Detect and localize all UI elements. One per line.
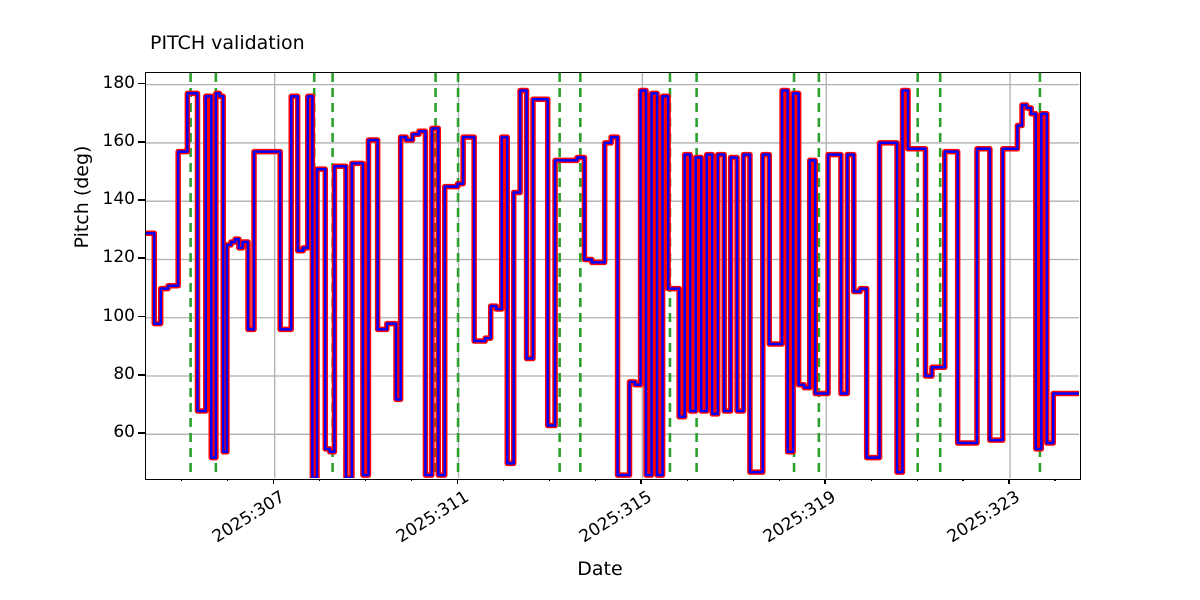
- y-tick-label: 140: [102, 189, 135, 210]
- x-tick-label: 2025:307: [208, 487, 289, 548]
- y-tick-label: 60: [113, 422, 135, 443]
- y-tick-mark: [138, 199, 145, 201]
- y-tick-mark: [138, 140, 145, 143]
- x-tick-mark-major: [456, 477, 459, 484]
- plot-area[interactable]: [145, 72, 1081, 480]
- x-tick-label: 2025:311: [392, 487, 473, 548]
- plot-svg: [146, 73, 1079, 478]
- x-tick-mark-major: [824, 477, 826, 484]
- y-tick-label: 100: [102, 305, 135, 326]
- y-tick-mark: [138, 315, 145, 318]
- y-tick-label: 80: [113, 364, 135, 385]
- chart-title: PITCH validation: [150, 32, 305, 54]
- y-tick-mark: [138, 374, 145, 376]
- y-tick-label: 180: [102, 72, 135, 93]
- y-tick-mark: [138, 257, 145, 260]
- y-tick-label: 120: [102, 247, 135, 268]
- x-tick-label: 2025:315: [576, 487, 656, 548]
- data-series-layer: [146, 87, 1079, 478]
- y-tick-mark: [138, 432, 145, 434]
- series-line-model: [146, 89, 1079, 478]
- y-tick-label: 160: [102, 130, 135, 151]
- x-tick-mark-major: [640, 477, 642, 484]
- x-tick-label: 2025:323: [943, 487, 1024, 548]
- x-tick-label: 2025:319: [760, 487, 840, 548]
- y-tick-mark: [138, 82, 145, 85]
- x-tick-mark-major: [272, 477, 275, 484]
- x-tick-mark-major: [1008, 477, 1010, 484]
- x-axis-title: Date: [577, 558, 623, 580]
